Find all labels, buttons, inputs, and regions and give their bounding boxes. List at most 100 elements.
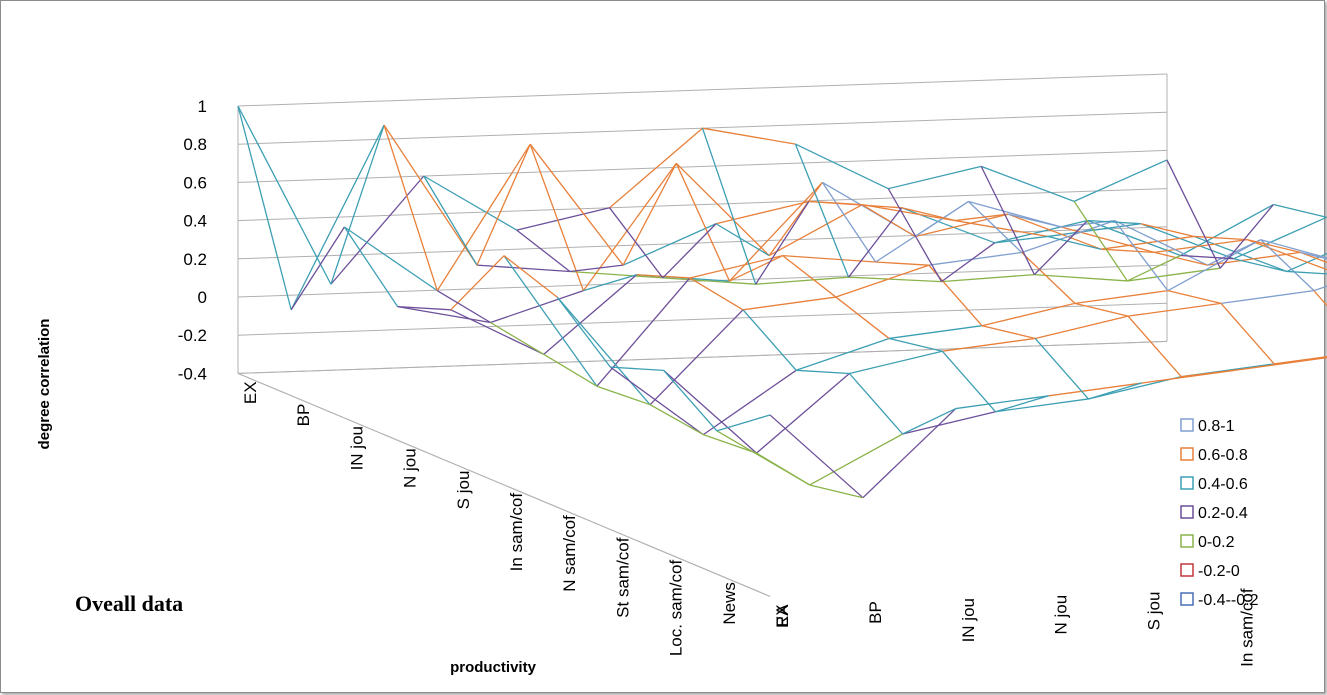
surface-segment <box>1114 220 1208 266</box>
surface-segment <box>1008 213 1062 228</box>
surface-segment <box>1260 239 1315 292</box>
surface-segment <box>1087 219 1141 225</box>
surface-segment <box>610 366 704 436</box>
surface-segment <box>1048 382 1142 397</box>
surface-segment <box>1313 285 1327 292</box>
legend-swatch <box>1180 476 1194 490</box>
surface-segment <box>675 162 770 257</box>
surface-segment <box>649 404 704 436</box>
surface-segment <box>875 261 929 266</box>
y-category-label: N jou <box>1052 595 1071 635</box>
surface-segment <box>529 143 585 291</box>
surface-segment <box>1300 251 1327 260</box>
chart-title: Oveall data <box>75 591 183 616</box>
surface-segment <box>888 165 982 190</box>
surface-segment <box>755 201 810 285</box>
surface-segment <box>476 264 570 273</box>
surface-segment <box>423 175 478 266</box>
surface-segment <box>436 290 491 324</box>
surface-segment <box>955 395 1049 410</box>
z-tick-label: 0 <box>198 288 207 307</box>
legend-swatch <box>1180 418 1194 432</box>
surface-segment <box>556 296 611 368</box>
surface-segment <box>1274 356 1327 365</box>
x-category-label: S jou <box>454 471 473 510</box>
surface-segment <box>1007 213 1102 250</box>
surface-segment <box>1074 302 1129 317</box>
z-tick-label: 0.8 <box>183 135 207 154</box>
surface-segment <box>490 290 584 324</box>
surface-segment <box>1193 235 1288 273</box>
surface-segment <box>383 124 438 291</box>
surface-segment <box>636 274 690 279</box>
surface-segment <box>1220 290 1314 305</box>
surface-segment <box>397 305 451 311</box>
surface-segment <box>1127 254 1181 282</box>
y-axis-label: degree correlation <box>36 319 53 450</box>
surface-segment <box>848 207 903 278</box>
surface-segment <box>902 407 957 435</box>
surface-segment <box>1167 239 1262 292</box>
y-category-label: In sam/cof <box>1238 588 1257 667</box>
z-tick-label: 0.6 <box>183 173 207 192</box>
surface-segment <box>689 277 744 311</box>
surface-segment <box>622 223 717 266</box>
legend-label: 0.8-1 <box>1198 418 1235 435</box>
surface-segment <box>768 182 823 256</box>
surface-segment <box>330 175 425 285</box>
surface-segment <box>1273 203 1327 218</box>
surface-segment <box>1047 235 1102 250</box>
surface-segment <box>237 105 292 310</box>
surface-segment <box>809 433 903 486</box>
surface-segment <box>995 398 1089 413</box>
z-tick-label: 1 <box>198 97 207 116</box>
surface-segment <box>1207 251 1301 266</box>
surface-segment <box>662 277 756 285</box>
surface-segment <box>343 226 399 307</box>
surface-segment <box>582 162 677 292</box>
surface-segment <box>1246 239 1327 271</box>
legend-swatch <box>1180 534 1194 548</box>
wall-gridline <box>237 302 1168 336</box>
y-category-label: EX <box>773 604 792 627</box>
surface-segment <box>1034 338 1089 400</box>
surface-segment <box>610 366 664 371</box>
surface-segment <box>794 143 850 278</box>
x-axis-label: productivity <box>450 659 536 676</box>
surface-segment <box>689 255 783 279</box>
legend-swatch <box>1180 505 1194 519</box>
surface-segment <box>1033 220 1089 276</box>
surface-segment <box>1128 302 1222 317</box>
surface-segment <box>1140 223 1234 260</box>
surface-segment <box>1166 159 1221 269</box>
surface-segment <box>1233 258 1288 273</box>
surface-segment <box>703 434 757 454</box>
surface-segment <box>954 213 1009 222</box>
surface-segment <box>1181 369 1235 378</box>
x-category-label: St sam/cof <box>613 537 632 618</box>
surface-segment <box>729 255 783 282</box>
legend-label: -0.2-0 <box>1198 563 1240 580</box>
y-category-label: S jou <box>1145 592 1164 631</box>
surface-segment <box>756 452 811 486</box>
surface-segment <box>543 274 638 355</box>
surface-segment <box>1154 251 1208 266</box>
surface-segment <box>516 207 610 231</box>
surface-segment <box>715 223 770 257</box>
surface-segment <box>1286 252 1327 273</box>
surface-segment <box>1247 239 1301 254</box>
surface-segment <box>290 124 385 311</box>
surface-segment <box>516 229 571 273</box>
surface-segment <box>1021 251 1076 304</box>
surface-segment <box>503 255 598 387</box>
surface-segment <box>1114 220 1169 292</box>
x-category-label: BP <box>294 404 313 427</box>
surface-segment <box>756 373 850 454</box>
surface-segment <box>1088 382 1142 400</box>
surface-segment <box>702 127 796 145</box>
surface-segment <box>649 309 744 406</box>
surface-segment <box>782 255 837 298</box>
surface-segment <box>942 337 1036 352</box>
legend-label: 0-0.2 <box>1198 534 1235 551</box>
